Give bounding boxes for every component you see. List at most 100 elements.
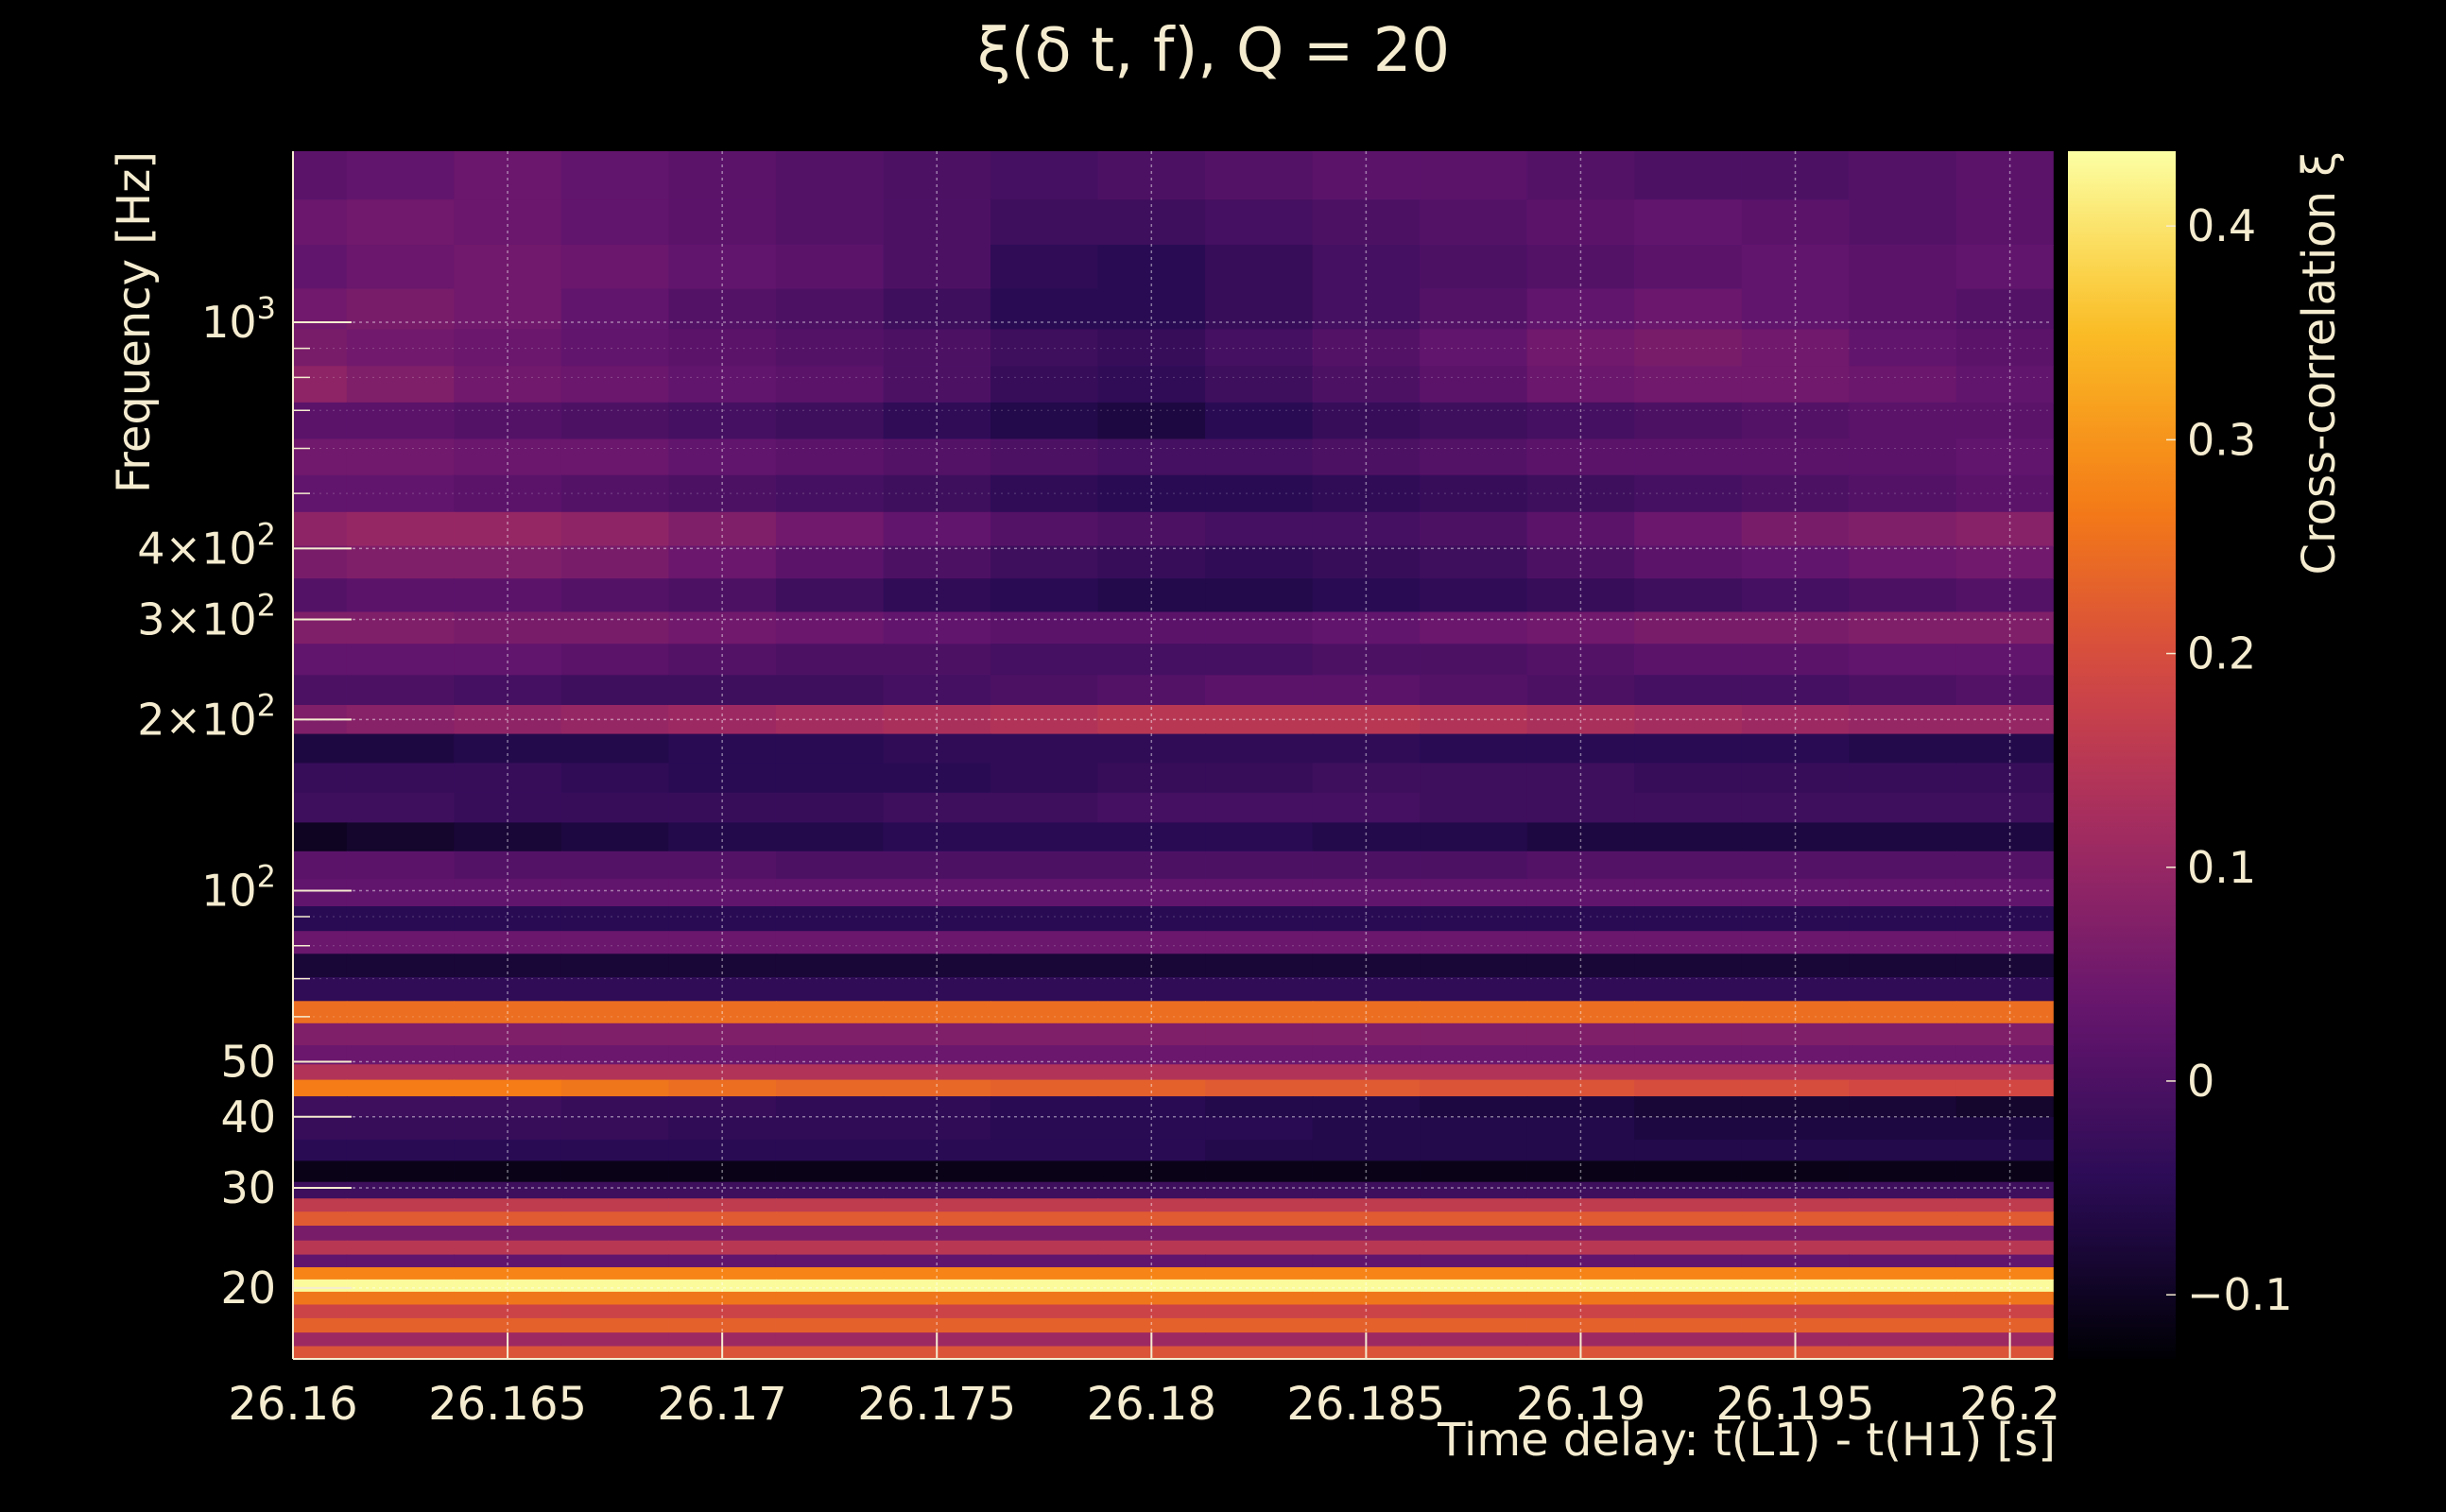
x-tick-label: 26.165	[428, 1378, 587, 1431]
heatmap-cell	[1420, 1240, 1528, 1256]
heatmap-cell	[1955, 1079, 2054, 1097]
heatmap-cell	[668, 705, 777, 735]
heatmap-cell	[1849, 402, 1957, 440]
heatmap-cell	[775, 954, 885, 978]
heatmap-cell	[346, 402, 456, 440]
heatmap-cell	[560, 545, 670, 579]
heatmap-cell	[1526, 1160, 1635, 1183]
heatmap-cell	[1526, 1181, 1635, 1199]
heatmap-cell	[1097, 1198, 1206, 1212]
heatmap-cell	[454, 1181, 562, 1199]
heatmap-cell	[346, 1064, 456, 1081]
heatmap-cell	[1955, 1160, 2054, 1183]
heatmap-cell	[454, 474, 562, 513]
heatmap-cell	[1420, 1267, 1528, 1280]
heatmap-cell	[1526, 977, 1635, 1003]
heatmap-cell	[454, 1226, 562, 1242]
heatmap-cell	[990, 1240, 1099, 1256]
heatmap-cell	[1526, 578, 1635, 613]
heatmap-cell	[346, 545, 456, 579]
heatmap-cell	[1205, 1181, 1314, 1199]
heatmap-cell	[1097, 245, 1206, 290]
heatmap-cell	[1955, 366, 2054, 404]
heatmap-cell	[1634, 1198, 1743, 1212]
heatmap-cell	[1097, 1064, 1206, 1081]
heatmap-cell	[883, 763, 991, 794]
heatmap-cell	[668, 366, 777, 404]
heatmap-cell	[293, 545, 348, 579]
heatmap-cell	[560, 850, 670, 880]
heatmap-cell	[883, 199, 991, 246]
heatmap-cell	[1741, 474, 1850, 513]
heatmap-cell	[560, 822, 670, 852]
heatmap-cell	[1849, 151, 1957, 201]
heatmap-cell	[560, 438, 670, 476]
heatmap-cell	[560, 151, 670, 201]
heatmap-cell	[1205, 199, 1314, 246]
heatmap-cell	[990, 1304, 1099, 1319]
heatmap-cell	[1097, 151, 1206, 201]
heatmap-cell	[1097, 644, 1206, 677]
heatmap-cell	[1741, 977, 1850, 1003]
heatmap-cell	[1849, 366, 1957, 404]
heatmap-cell	[1741, 1139, 1850, 1162]
heatmap-cell	[1634, 1291, 1743, 1306]
heatmap-cell	[1205, 474, 1314, 513]
heatmap-cell	[1420, 1279, 1528, 1293]
heatmap-cell	[775, 545, 885, 579]
heatmap-cell	[883, 1001, 991, 1024]
heatmap-cell	[346, 1254, 456, 1268]
heatmap-cell	[560, 1198, 670, 1212]
heatmap-cell	[1849, 245, 1957, 290]
heatmap-cell	[560, 1279, 670, 1293]
heatmap-cell	[1097, 931, 1206, 955]
heatmap-cell	[346, 578, 456, 613]
heatmap-cell	[1526, 1198, 1635, 1212]
heatmap-cell	[454, 733, 562, 765]
heatmap-cell	[990, 288, 1099, 331]
heatmap-cell	[775, 1160, 885, 1183]
heatmap-cell	[1312, 199, 1421, 246]
heatmap-cell	[990, 822, 1099, 852]
heatmap-cell	[1849, 1240, 1957, 1256]
heatmap-cell	[293, 402, 348, 440]
heatmap-cell	[1741, 1045, 1850, 1065]
heatmap-cell	[883, 578, 991, 613]
heatmap-cell	[1205, 1211, 1314, 1227]
heatmap-cell	[1741, 931, 1850, 955]
heatmap-cell	[454, 199, 562, 246]
heatmap-cell	[1849, 611, 1957, 644]
heatmap-cell	[1420, 1079, 1528, 1097]
heatmap-cell	[1312, 977, 1421, 1003]
heatmap-cell	[1634, 366, 1743, 404]
heatmap-cell	[1849, 199, 1957, 246]
heatmap-cell	[990, 1198, 1099, 1212]
heatmap-cell	[1097, 1001, 1206, 1024]
heatmap-cell	[1420, 611, 1528, 644]
heatmap-cell	[1205, 1198, 1314, 1212]
heatmap-cell	[1420, 850, 1528, 880]
heatmap-cell	[990, 792, 1099, 824]
heatmap-cell	[560, 199, 670, 246]
heatmap-cell	[454, 644, 562, 677]
heatmap-cell	[560, 644, 670, 677]
heatmap-cell	[775, 1022, 885, 1046]
heatmap-cell	[560, 1332, 670, 1348]
heatmap-cell	[668, 931, 777, 955]
heatmap-cell	[454, 402, 562, 440]
heatmap-cell	[1420, 1096, 1528, 1118]
heatmap-cell	[883, 511, 991, 547]
heatmap-cell	[293, 151, 348, 201]
heatmap-cell	[1634, 1160, 1743, 1183]
heatmap-cell	[668, 402, 777, 440]
heatmap-cell	[1849, 288, 1957, 331]
heatmap-cell	[1849, 511, 1957, 547]
heatmap-cell	[454, 1045, 562, 1065]
heatmap-cell	[1849, 1304, 1957, 1319]
heatmap-cell	[1526, 1022, 1635, 1046]
heatmap-cell	[1420, 705, 1528, 735]
heatmap-cell	[1312, 1079, 1421, 1097]
heatmap-cell	[1849, 1267, 1957, 1280]
heatmap-cell	[1420, 1198, 1528, 1212]
heatmap-cell	[990, 1045, 1099, 1065]
